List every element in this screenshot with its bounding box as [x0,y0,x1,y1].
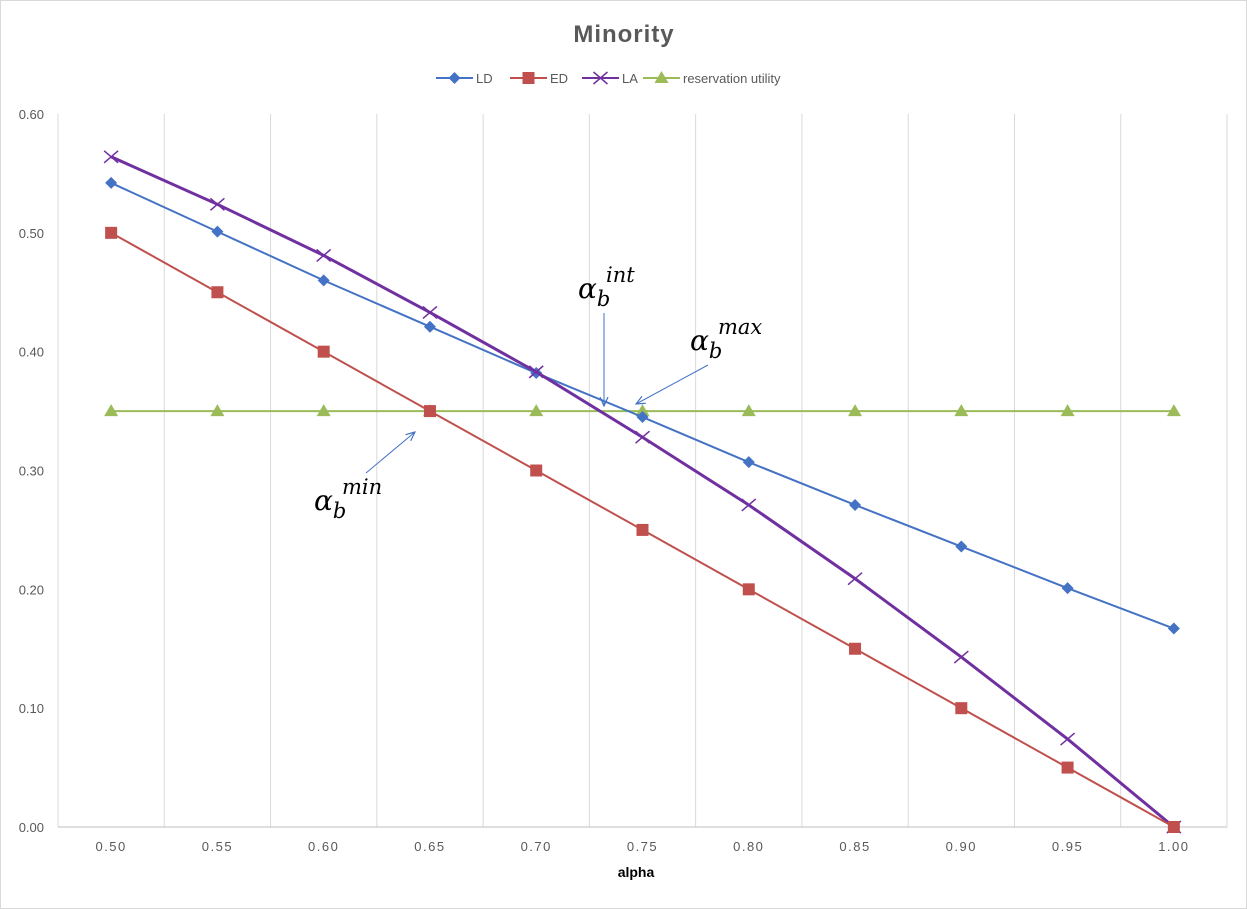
data-point [636,411,649,424]
data-point [316,404,331,417]
data-point [528,365,544,379]
data-point [741,498,757,512]
data-point [103,150,119,164]
x-tick-label: 0.95 [1052,839,1083,854]
data-point [848,404,863,417]
x-axis-label: alpha [618,864,655,880]
x-tick-label: 0.85 [839,839,870,854]
data-point [742,456,755,469]
legend-label: LD [476,71,493,86]
legend-item: reservation utility [643,71,781,86]
legend-item: LD [436,71,493,86]
legend-marker [448,72,461,84]
x-tick-label: 0.75 [627,839,658,854]
data-point [849,498,862,511]
data-point [1167,821,1180,833]
legend-label: reservation utility [683,71,781,86]
data-point [104,404,119,417]
legend-label: LA [622,71,638,86]
data-point [529,404,544,417]
data-point [422,305,438,320]
series-group [103,150,1182,834]
data-point [105,226,118,239]
y-tick-label: 0.10 [19,701,44,716]
series-ed [105,226,1180,833]
x-tick-label: 0.70 [521,839,552,854]
x-tick-label: 0.60 [308,839,339,854]
data-point [955,702,968,715]
legend: LD ED LA reservation utility [436,71,781,86]
x-tick-label: 1.00 [1158,839,1189,854]
data-point [635,430,650,444]
y-tick-label: 0.50 [19,226,44,241]
data-point [1060,732,1076,746]
data-point [209,197,225,211]
data-point [317,274,330,287]
data-point [1166,404,1181,417]
x-tick-label: 0.80 [733,839,764,854]
y-tick-label: 0.60 [19,107,44,122]
data-point [105,176,118,189]
y-tick-label: 0.20 [19,582,44,597]
data-point [636,523,649,536]
annotation-arrow [636,364,709,404]
data-point [954,404,969,417]
data-point [423,405,436,418]
y-tick-label: 0.40 [19,345,44,360]
legend-marker [522,72,535,84]
legend-marker [593,71,608,85]
axes: 0.50 0.55 0.60 0.65 0.70 0.75 0.80 0.85 0.90 0.95… [19,107,1227,854]
data-point [955,540,968,553]
x-tick-label: 0.65 [414,839,445,854]
legend-item: LA [582,71,638,86]
x-tick-label: 0.50 [95,839,126,854]
data-point [530,464,543,477]
legend-label: ED [550,71,568,86]
annotation-superscript: min [342,475,382,499]
data-point [423,320,436,333]
legend-marker [654,71,669,83]
data-point [1061,761,1074,774]
data-point [317,345,330,358]
data-point [847,572,863,586]
data-point [1167,622,1180,635]
legend-item: ED [510,71,568,86]
data-point [741,404,756,417]
annotation-superscript: max [718,315,762,339]
data-point [635,404,650,417]
data-point [1060,404,1075,417]
data-point [210,404,225,417]
data-point [953,650,969,664]
data-point [316,248,332,262]
annotation-arrow [365,432,415,474]
data-point [211,225,224,238]
y-tick-label: 0.00 [19,820,44,835]
x-tick-label: 0.90 [946,839,977,854]
y-tick-label: 0.30 [19,464,44,479]
data-point [849,642,862,655]
annotation-superscript: int [606,263,635,287]
data-point [211,286,224,299]
chart-title: Minority [573,21,674,48]
x-tick-label: 0.55 [202,839,233,854]
gridlines [57,114,1228,827]
data-point [742,583,755,596]
data-point [1061,582,1074,595]
